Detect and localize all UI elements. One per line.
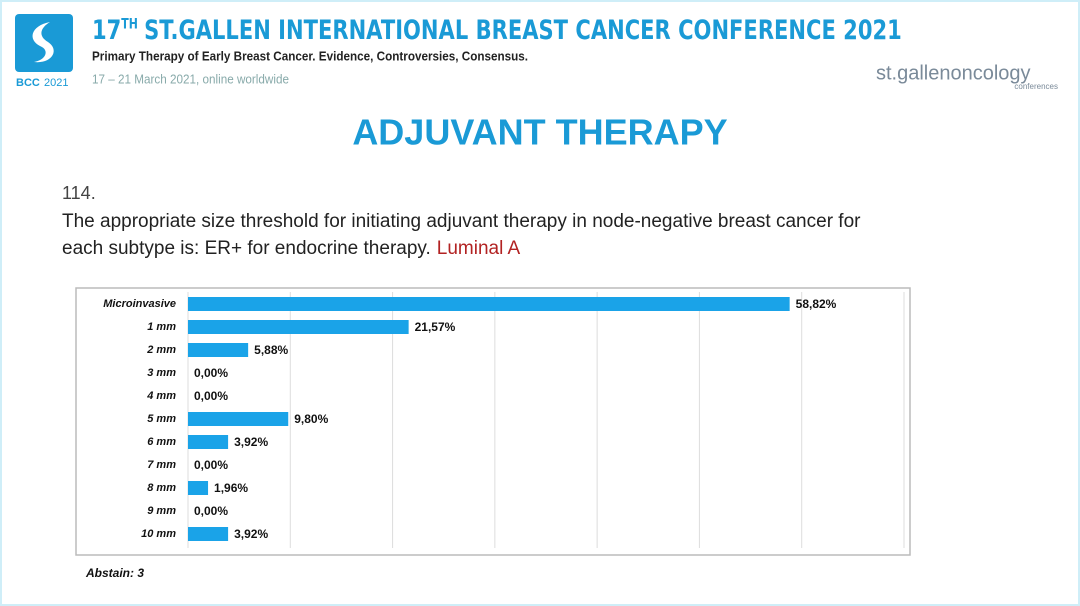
badge: BCC [16, 77, 40, 89]
value-label: 5,88% [254, 343, 288, 357]
category-label: 8 mm [147, 482, 176, 494]
bar [188, 343, 249, 357]
category-label: 2 mm [146, 344, 176, 356]
value-label: 1,96% [214, 481, 248, 495]
bar [188, 435, 229, 449]
question-text: each subtype is: ER+ for endocrine thera… [62, 238, 431, 259]
value-label: 0,00% [194, 366, 228, 380]
category-label: 10 mm [141, 528, 176, 540]
title-rest: ST.GALLEN INTERNATIONAL BREAST CANCER CO… [144, 14, 902, 45]
badge-year: 2021 [44, 77, 68, 89]
question-line: each subtype is: ER+ for endocrine thera… [62, 238, 521, 259]
category-label: 4 mm [146, 390, 176, 402]
slide-title: ADJUVANT THERAPY [352, 112, 727, 153]
conference-title: 17TH ST.GALLEN INTERNATIONAL BREAST CANCE… [92, 14, 902, 45]
question-line: The appropriate size threshold for initi… [62, 211, 861, 232]
value-label: 9,80% [294, 412, 328, 426]
title-number: 17 [92, 14, 121, 45]
bar [188, 412, 289, 426]
value-label: 0,00% [194, 504, 228, 518]
org-logo: st.gallenoncology [876, 62, 1031, 84]
value-label: 21,57% [415, 320, 456, 334]
value-label: 3,92% [234, 527, 268, 541]
category-label: 3 mm [147, 367, 176, 379]
category-label: 1 mm [147, 321, 176, 333]
bar [188, 320, 409, 334]
bar [188, 297, 790, 311]
value-label: 58,82% [796, 297, 837, 311]
category-label: 7 mm [147, 459, 176, 471]
abstain-note: Abstain: 3 [85, 566, 144, 580]
logo-shape [32, 22, 54, 63]
conference-subtitle: Primary Therapy of Early Breast Cancer. … [92, 49, 528, 64]
value-label: 0,00% [194, 389, 228, 403]
value-label: 0,00% [194, 458, 228, 472]
category-label: 6 mm [147, 436, 176, 448]
title-sup: TH [121, 15, 138, 32]
category-label: 9 mm [147, 505, 176, 517]
question-number: 114. [62, 183, 96, 203]
bar [188, 481, 209, 495]
conference-dates: 17 – 21 March 2021, online worldwide [92, 72, 289, 87]
value-label: 3,92% [234, 435, 268, 449]
conference-logo: BCC 2021 [15, 14, 73, 89]
subtype: Luminal A [437, 238, 521, 259]
org-logo-sub: conferences [1014, 82, 1058, 91]
category-label: Microinvasive [103, 298, 176, 310]
bar [188, 527, 229, 541]
category-label: 5 mm [147, 413, 176, 425]
